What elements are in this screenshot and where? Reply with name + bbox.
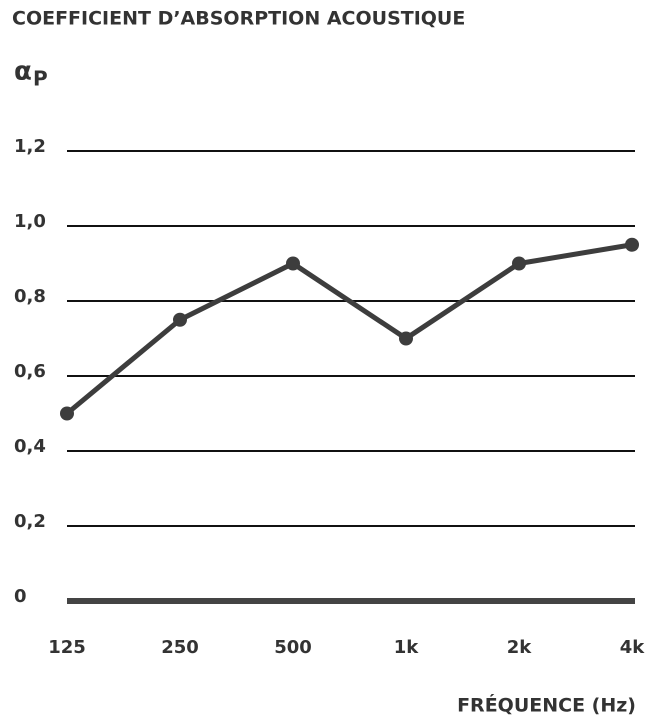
point — [286, 256, 300, 271]
x-tick-label: 125 — [48, 637, 86, 658]
x-tick-label: 2k — [507, 637, 533, 658]
point — [173, 312, 187, 327]
point — [399, 331, 413, 346]
x-tick-label: 500 — [274, 637, 312, 658]
point — [60, 406, 74, 421]
y-axis-subscript: P — [33, 67, 48, 91]
y-tick-label: 0,4 — [14, 436, 46, 457]
point — [625, 237, 639, 252]
y-tick-label: 0,2 — [14, 511, 46, 532]
y-tick-label: 1,2 — [14, 136, 46, 157]
line — [65, 242, 633, 416]
y-tick-label: 0 — [14, 586, 27, 607]
x-tick-label: 4k — [620, 637, 646, 658]
x-axis-title: FRÉQUENCE (Hz) — [457, 694, 636, 717]
chart-title: COEFFICIENT D’ABSORPTION ACOUSTIQUE — [12, 8, 465, 30]
y-tick-label: 1,0 — [14, 211, 46, 232]
y-tick-label: 0,8 — [14, 286, 46, 307]
x-tick-label: 1k — [394, 637, 420, 658]
point — [512, 256, 526, 271]
y-tick-label: 0,6 — [14, 361, 46, 382]
x-tick-label: 250 — [161, 637, 199, 658]
y-axis-symbol: α — [14, 57, 32, 87]
